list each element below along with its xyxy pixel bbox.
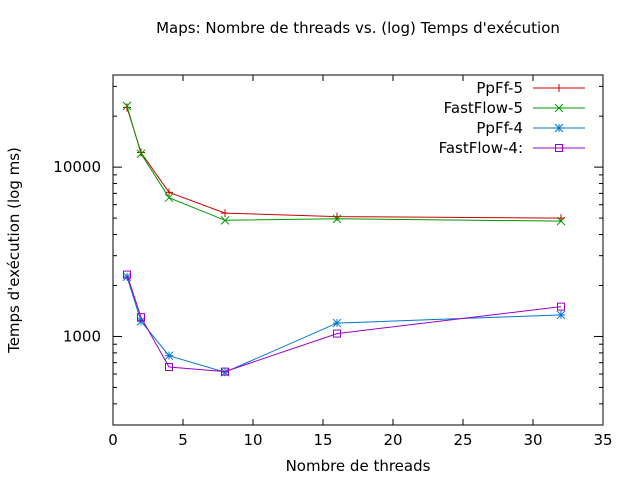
data-point bbox=[122, 101, 132, 111]
series-line bbox=[126, 276, 562, 373]
series-line bbox=[126, 274, 562, 373]
marker-square bbox=[123, 270, 131, 279]
data-point bbox=[555, 144, 563, 152]
marker-stroke bbox=[220, 215, 230, 225]
legend-label: PpFf-5 bbox=[476, 79, 523, 97]
series-ppff-4 bbox=[122, 272, 566, 377]
x-tick-label: 5 bbox=[178, 431, 188, 449]
data-point bbox=[556, 310, 566, 320]
marker-stroke bbox=[164, 351, 174, 361]
series-fastflow-4- bbox=[123, 270, 565, 376]
marker-square bbox=[165, 363, 173, 372]
data-point bbox=[220, 215, 230, 225]
marker-stroke bbox=[136, 316, 146, 326]
y-axis-label: Temps d'exécution (log ms) bbox=[5, 147, 23, 354]
marker-stroke bbox=[122, 101, 132, 111]
marker-stroke bbox=[554, 123, 564, 133]
data-point bbox=[136, 149, 146, 159]
marker-square bbox=[333, 329, 341, 338]
data-point bbox=[556, 216, 566, 226]
marker-stroke bbox=[122, 272, 132, 282]
chart-title: Maps: Nombre de threads vs. (log) Temps … bbox=[156, 19, 560, 37]
marker-square bbox=[221, 367, 229, 376]
y-tick-label: 1000 bbox=[63, 327, 101, 345]
y-axis: 1000 10000 bbox=[53, 85, 603, 426]
data-point bbox=[332, 318, 342, 328]
marker-stroke bbox=[554, 103, 564, 113]
x-tick-label: 10 bbox=[243, 431, 262, 449]
marker-stroke bbox=[556, 216, 566, 226]
marker-stroke bbox=[556, 310, 566, 320]
x-tick-label: 35 bbox=[593, 431, 612, 449]
data-point bbox=[221, 367, 229, 376]
data-point bbox=[122, 272, 132, 282]
marker-stroke bbox=[332, 214, 342, 224]
x-axis: 0 5 10 15 20 25 30 35 bbox=[108, 75, 613, 449]
legend: PpFf-5 FastFlow-5 PpFf-4 FastFlow-4: bbox=[439, 79, 585, 157]
series-fastflow-5 bbox=[122, 101, 566, 226]
legend-label: FastFlow-4: bbox=[439, 139, 523, 157]
plot-frame bbox=[112, 74, 604, 426]
data-point bbox=[554, 123, 564, 133]
y-tick-label: 10000 bbox=[53, 158, 101, 176]
data-point bbox=[165, 188, 173, 197]
data-point bbox=[333, 329, 341, 338]
data-point bbox=[123, 270, 131, 279]
x-axis-label: Nombre de threads bbox=[286, 457, 431, 475]
marker-stroke bbox=[164, 193, 174, 203]
series-layer bbox=[122, 101, 566, 377]
marker-stroke bbox=[136, 149, 146, 159]
data-point bbox=[137, 313, 145, 322]
marker-stroke bbox=[332, 318, 342, 328]
data-point bbox=[221, 209, 229, 218]
data-point bbox=[164, 351, 174, 361]
data-point bbox=[557, 302, 565, 311]
legend-label: PpFf-4 bbox=[476, 119, 523, 137]
series-line bbox=[126, 105, 562, 222]
x-tick-label: 15 bbox=[313, 431, 332, 449]
x-tick-label: 20 bbox=[383, 431, 402, 449]
legend-label: FastFlow-5 bbox=[444, 99, 523, 117]
x-tick-label: 30 bbox=[523, 431, 542, 449]
x-tick-label: 25 bbox=[453, 431, 472, 449]
data-point bbox=[165, 363, 173, 372]
data-point bbox=[332, 214, 342, 224]
marker-square bbox=[555, 144, 563, 152]
data-point bbox=[554, 103, 564, 113]
data-point bbox=[555, 84, 563, 92]
x-tick-label: 0 bbox=[108, 431, 118, 449]
marker-square bbox=[557, 302, 565, 311]
data-point bbox=[164, 193, 174, 203]
marker-square bbox=[137, 313, 145, 322]
